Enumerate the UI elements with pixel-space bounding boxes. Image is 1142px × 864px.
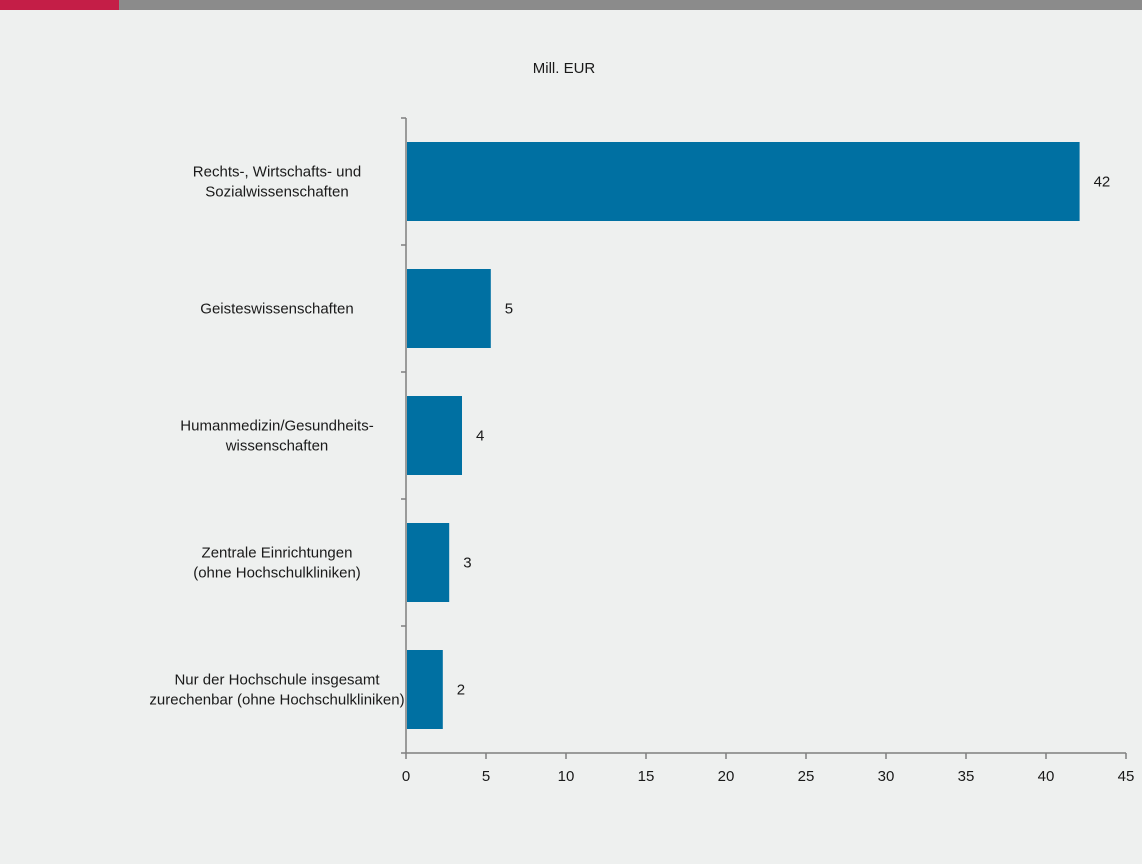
axes xyxy=(401,117,1127,759)
x-tick-label: 45 xyxy=(1118,768,1135,785)
bar-value-label: 2 xyxy=(457,682,465,699)
x-tick-labels: 0 5 10 15 20 25 30 35 40 45 xyxy=(402,768,1135,785)
unit-label: Mill. EUR xyxy=(533,60,596,77)
x-tick-label: 35 xyxy=(958,768,975,785)
value-labels: 42 5 4 3 2 xyxy=(457,174,1110,699)
category-label: Rechts-, Wirtschafts- und Sozialwissensch… xyxy=(193,164,361,201)
bar xyxy=(407,269,491,348)
bar xyxy=(407,523,450,602)
bar xyxy=(407,142,1080,221)
bar xyxy=(407,650,443,729)
category-labels: Rechts-, Wirtschafts- und Sozialwissensch… xyxy=(149,164,404,709)
bars xyxy=(407,142,1080,729)
x-tick-label: 20 xyxy=(718,768,735,785)
category-label: Nur der Hochschule insgesamt zurechenbar … xyxy=(149,672,404,709)
x-tick-label: 0 xyxy=(402,768,410,785)
bar xyxy=(407,396,462,475)
x-tick-label: 30 xyxy=(878,768,895,785)
bar-value-label: 42 xyxy=(1094,174,1111,191)
x-tick-label: 40 xyxy=(1038,768,1055,785)
category-label: Zentrale Einrichtungen (ohne Hochschulkli… xyxy=(193,545,361,582)
x-tick-label: 5 xyxy=(482,768,490,785)
category-label: Geisteswissenschaften xyxy=(200,301,353,318)
bar-value-label: 4 xyxy=(476,428,484,445)
category-label: Humanmedizin/Gesundheits-wissenschaften xyxy=(180,418,373,455)
bar-value-label: 5 xyxy=(505,301,513,318)
x-tick-label: 10 xyxy=(558,768,575,785)
top-bar xyxy=(0,0,1142,10)
bar-value-label: 3 xyxy=(463,555,471,572)
x-tick-label: 25 xyxy=(798,768,815,785)
x-tick-label: 15 xyxy=(638,768,655,785)
top-bar-accent xyxy=(0,0,119,10)
